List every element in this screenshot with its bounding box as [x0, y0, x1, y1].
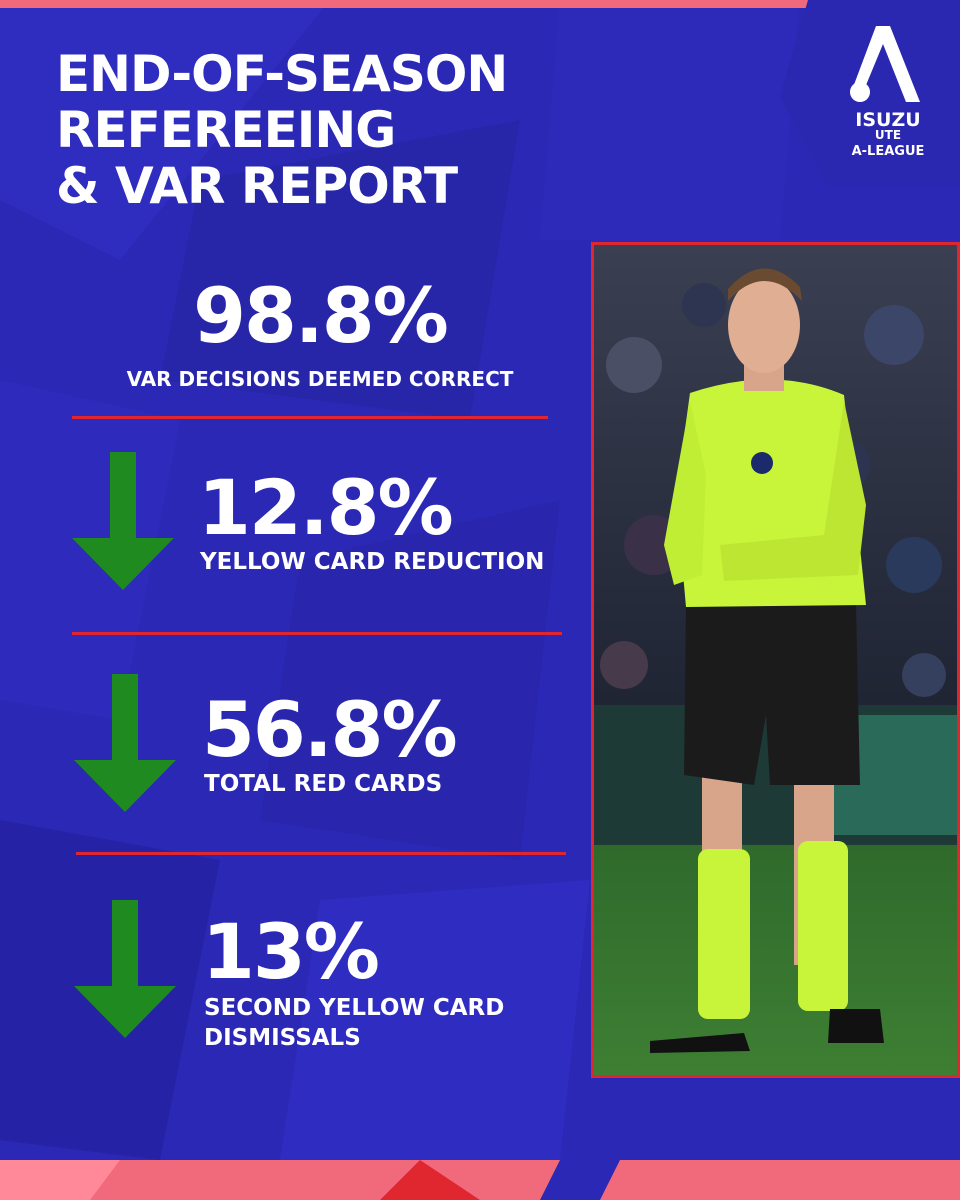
referee-illustration	[594, 245, 957, 1075]
red-card-stat-label: TOTAL RED CARDS	[204, 771, 443, 797]
bottom-band	[0, 1160, 960, 1200]
down-arrow-icon	[72, 452, 174, 590]
hero-stat-label: VAR DECISIONS DEEMED CORRECT	[126, 367, 514, 391]
second-yellow-stat-label-2: DISMISSALS	[204, 1025, 361, 1051]
referee-photo	[591, 242, 960, 1078]
page-title: END-OF-SEASON REFEREEING & VAR REPORT	[56, 45, 508, 215]
logo-sub: UTE	[874, 128, 902, 142]
title-line-1: END-OF-SEASON	[56, 45, 508, 103]
red-card-stat-value: 56.8%	[202, 685, 458, 774]
logo-league: A-LEAGUE	[851, 144, 925, 159]
yellow-card-stat-label: YELLOW CARD REDUCTION	[200, 549, 545, 575]
down-arrow-icon	[74, 674, 176, 812]
logo-brand: ISUZU	[855, 109, 921, 131]
yellow-card-stat-value: 12.8%	[198, 463, 454, 552]
divider-3	[76, 852, 566, 855]
a-league-logo	[780, 0, 960, 186]
divider-2	[72, 632, 562, 635]
title-line-2: REFEREEING	[56, 101, 396, 159]
down-arrow-icon	[74, 900, 176, 1038]
top-accent-stripe	[0, 0, 820, 8]
title-line-3: & VAR REPORT	[56, 157, 458, 215]
divider-1	[72, 416, 548, 419]
hero-stat-value: 98.8%	[193, 271, 449, 360]
a-league-mark-icon	[852, 26, 920, 102]
second-yellow-stat-value: 13%	[202, 907, 380, 996]
second-yellow-stat-label-1: SECOND YELLOW CARD	[204, 995, 505, 1021]
